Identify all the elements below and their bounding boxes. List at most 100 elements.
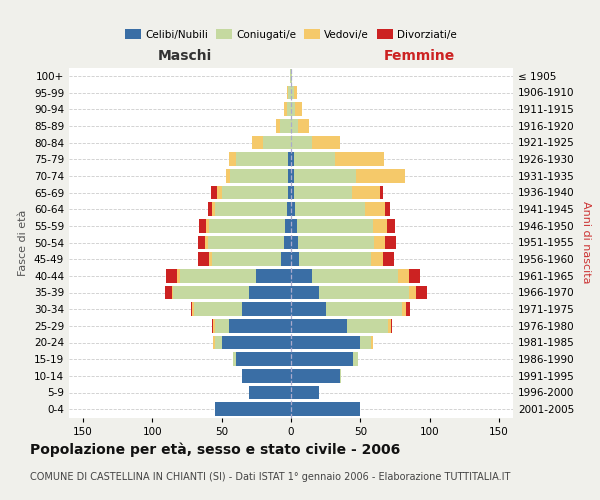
- Bar: [287, 102, 291, 116]
- Legend: Celibi/Nubili, Coniugati/e, Vedovi/e, Divorziati/e: Celibi/Nubili, Coniugati/e, Vedovi/e, Di…: [123, 27, 459, 42]
- Bar: [294, 169, 356, 182]
- Bar: [250, 386, 291, 400]
- Bar: [291, 286, 319, 300]
- Bar: [165, 286, 172, 300]
- Bar: [291, 102, 295, 116]
- Bar: [373, 219, 387, 232]
- Bar: [291, 269, 312, 282]
- Bar: [291, 302, 326, 316]
- Bar: [291, 202, 295, 216]
- Bar: [214, 319, 215, 332]
- Bar: [335, 152, 384, 166]
- Bar: [291, 136, 312, 149]
- Bar: [250, 286, 291, 300]
- Bar: [312, 269, 398, 282]
- Bar: [385, 202, 389, 216]
- Bar: [199, 219, 206, 232]
- Bar: [291, 152, 294, 166]
- Bar: [235, 152, 288, 166]
- Bar: [217, 186, 221, 200]
- Bar: [288, 186, 291, 200]
- Bar: [229, 152, 235, 166]
- Bar: [263, 136, 291, 149]
- Y-axis label: Anni di nascita: Anni di nascita: [581, 201, 591, 283]
- Bar: [352, 186, 380, 200]
- Bar: [166, 269, 177, 282]
- Bar: [215, 336, 221, 349]
- Bar: [288, 152, 291, 166]
- Bar: [380, 186, 383, 200]
- Bar: [221, 336, 291, 349]
- Bar: [215, 319, 229, 332]
- Bar: [286, 219, 291, 232]
- Bar: [294, 86, 296, 100]
- Bar: [371, 252, 383, 266]
- Bar: [215, 202, 287, 216]
- Bar: [194, 302, 242, 316]
- Bar: [290, 69, 291, 82]
- Bar: [173, 286, 250, 300]
- Bar: [291, 352, 353, 366]
- Bar: [214, 336, 215, 349]
- Bar: [209, 252, 212, 266]
- Bar: [291, 252, 299, 266]
- Bar: [221, 186, 288, 200]
- Bar: [284, 236, 291, 250]
- Bar: [371, 336, 373, 349]
- Bar: [409, 269, 420, 282]
- Bar: [276, 119, 280, 132]
- Bar: [385, 236, 397, 250]
- Bar: [340, 369, 341, 382]
- Text: Femmine: Femmine: [384, 48, 455, 62]
- Bar: [212, 252, 281, 266]
- Bar: [409, 286, 416, 300]
- Bar: [208, 236, 284, 250]
- Bar: [291, 169, 294, 182]
- Bar: [242, 369, 291, 382]
- Bar: [287, 202, 291, 216]
- Bar: [198, 252, 209, 266]
- Bar: [180, 269, 256, 282]
- Bar: [291, 236, 298, 250]
- Bar: [284, 102, 287, 116]
- Bar: [205, 236, 208, 250]
- Bar: [198, 236, 205, 250]
- Bar: [233, 352, 235, 366]
- Bar: [212, 202, 215, 216]
- Bar: [391, 319, 392, 332]
- Bar: [172, 286, 173, 300]
- Bar: [235, 352, 291, 366]
- Bar: [206, 219, 209, 232]
- Bar: [229, 319, 291, 332]
- Text: Popolazione per età, sesso e stato civile - 2006: Popolazione per età, sesso e stato civil…: [30, 442, 400, 457]
- Bar: [294, 152, 335, 166]
- Bar: [298, 119, 309, 132]
- Bar: [230, 169, 288, 182]
- Bar: [193, 302, 194, 316]
- Bar: [288, 169, 291, 182]
- Bar: [291, 186, 294, 200]
- Bar: [347, 319, 388, 332]
- Text: COMUNE DI CASTELLINA IN CHIANTI (SI) - Dati ISTAT 1° gennaio 2006 - Elaborazione: COMUNE DI CASTELLINA IN CHIANTI (SI) - D…: [30, 472, 511, 482]
- Bar: [211, 186, 217, 200]
- Bar: [319, 286, 409, 300]
- Bar: [416, 286, 427, 300]
- Bar: [374, 236, 385, 250]
- Bar: [295, 102, 302, 116]
- Bar: [291, 369, 340, 382]
- Text: Maschi: Maschi: [157, 48, 212, 62]
- Bar: [295, 202, 365, 216]
- Bar: [256, 269, 291, 282]
- Bar: [291, 219, 296, 232]
- Bar: [177, 269, 180, 282]
- Bar: [402, 302, 406, 316]
- Bar: [291, 319, 347, 332]
- Bar: [252, 136, 263, 149]
- Bar: [353, 352, 358, 366]
- Bar: [387, 219, 395, 232]
- Bar: [298, 236, 374, 250]
- Bar: [365, 202, 385, 216]
- Bar: [281, 252, 291, 266]
- Bar: [383, 252, 394, 266]
- Bar: [291, 402, 361, 416]
